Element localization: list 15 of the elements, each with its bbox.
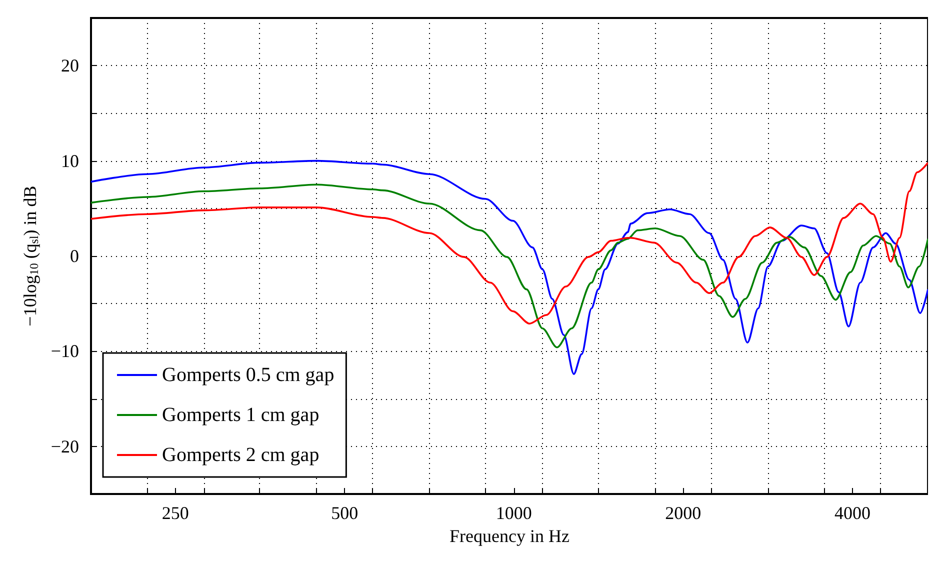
legend-label: Gomperts 1 cm gap bbox=[162, 404, 320, 426]
y-tick-label: −20 bbox=[50, 436, 79, 456]
legend-label: Gomperts 2 cm gap bbox=[162, 444, 320, 466]
y-tick-label: −10 bbox=[50, 341, 79, 362]
legend-label: Gomperts 0.5 cm gap bbox=[162, 364, 334, 386]
x-tick-label: 250 bbox=[162, 503, 189, 523]
x-tick-label: 2000 bbox=[665, 503, 702, 523]
y-tick-label: 20 bbox=[61, 56, 79, 76]
x-axis-title: Frequency in Hz bbox=[450, 526, 570, 546]
y-tick-label: 0 bbox=[70, 246, 79, 266]
x-tick-label: 500 bbox=[331, 503, 358, 523]
x-tick-label: 1000 bbox=[496, 503, 532, 523]
y-tick-label: 10 bbox=[61, 150, 79, 171]
y-axis-title: −10log10 (qsl) in dB bbox=[20, 186, 41, 326]
x-tick-label: 4000 bbox=[834, 503, 870, 523]
